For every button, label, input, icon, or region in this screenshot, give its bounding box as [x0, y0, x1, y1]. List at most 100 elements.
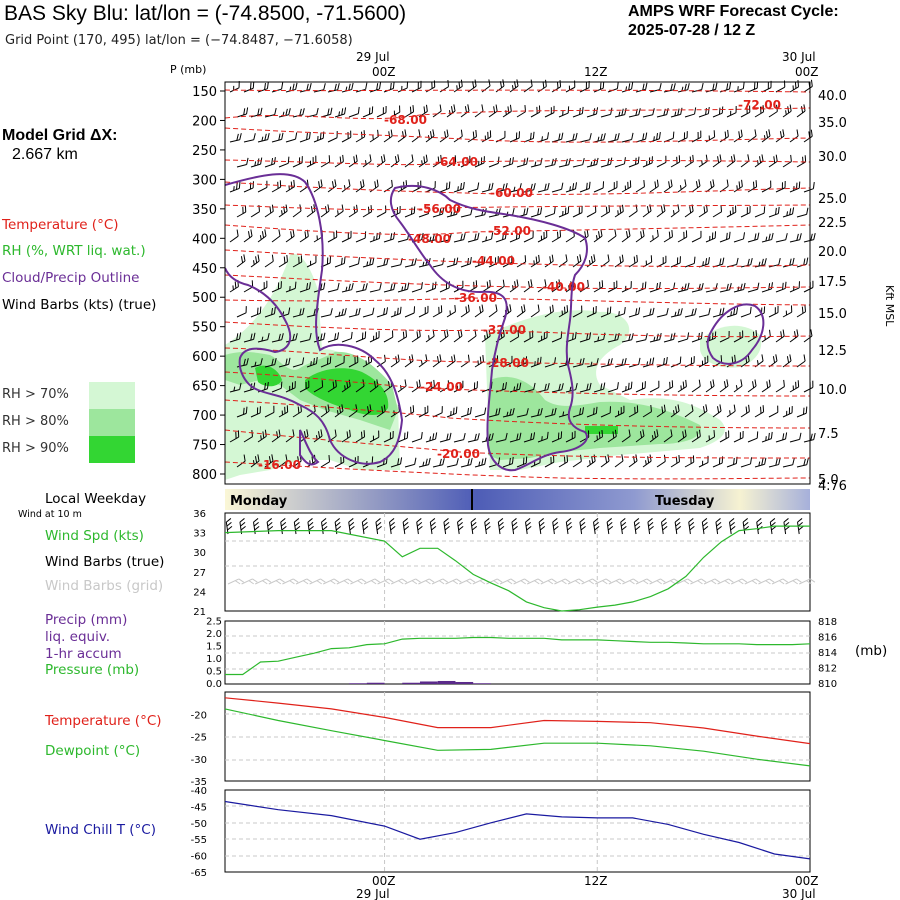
cloud-outline: [389, 184, 588, 472]
wind-barb: [334, 204, 344, 218]
wind-barb: [306, 356, 318, 368]
wind-barb: [691, 429, 701, 443]
legend-rh90-swatch: [89, 436, 135, 463]
wind-barb: [488, 304, 498, 318]
wind-barb: [229, 382, 242, 393]
wind-barb: [544, 206, 556, 218]
wind-barb: [334, 256, 346, 268]
wind-barb: [789, 432, 802, 443]
wind-barb: [712, 205, 723, 218]
wind-barb: [474, 407, 487, 418]
wind-barb: [250, 454, 260, 468]
axis-tick-label: -45: [191, 802, 207, 813]
wind-barb: [425, 432, 438, 443]
wind-barb: [418, 457, 431, 468]
wind-barb: [768, 354, 778, 368]
wind-barb: [705, 283, 718, 293]
wind-barb: [285, 333, 298, 343]
wind-barb: [530, 408, 543, 418]
wind-barb-10m: [769, 518, 777, 535]
wind-barb-10m: [429, 518, 437, 535]
wind-barb: [418, 305, 429, 318]
wind-barb: [572, 305, 583, 318]
wind-barb-grid: [594, 578, 612, 585]
wind-barb: [446, 458, 459, 468]
wind-barb: [495, 279, 505, 293]
temp-contour-line: [225, 224, 810, 235]
wind-barb-grid: [377, 578, 394, 585]
wind-barb: [229, 332, 242, 343]
wind-barb: [502, 255, 513, 268]
wind-barb: [663, 380, 674, 393]
wind-barb: [271, 132, 284, 143]
wind-barb: [558, 305, 569, 318]
wind-barb-grid: [350, 578, 367, 585]
wind-barb-grid: [635, 578, 652, 585]
pressure-tick: 700: [192, 409, 217, 424]
wind-barb-grid: [581, 578, 598, 585]
wind-barb: [362, 257, 375, 268]
wind-barb-grid: [322, 578, 340, 585]
wind-barb: [404, 405, 415, 418]
wind-barb: [586, 157, 599, 168]
wind-barb: [411, 329, 421, 343]
wind-barb: [271, 381, 283, 393]
wind-barb: [376, 105, 387, 118]
wind-barb: [628, 254, 638, 268]
wind-barb: [397, 129, 407, 143]
lower-panels: [224, 512, 811, 873]
wind-barb: [229, 133, 242, 143]
wind-barb: [782, 154, 792, 168]
temp-label: -72.00: [738, 98, 781, 112]
wind-barb: [789, 281, 800, 293]
wind-barb: [495, 432, 508, 443]
wind-barb: [789, 80, 800, 93]
wind-barb: [320, 356, 332, 368]
wind-barb-10m: [497, 518, 505, 535]
wind-barb-grid: [717, 578, 734, 585]
wind-barb: [768, 154, 778, 168]
wind-barb: [670, 308, 683, 318]
wind-barb: [754, 405, 765, 418]
wind-barb: [362, 205, 373, 218]
wind-barb: [635, 281, 647, 293]
wind-barb: [523, 279, 533, 293]
wind-barb: [789, 380, 800, 393]
wind-barb: [355, 331, 367, 343]
temp-label: -28.00: [486, 356, 529, 370]
wind-barb: [439, 329, 449, 343]
wind-barb: [733, 330, 744, 343]
wind-barb: [551, 132, 564, 143]
wind-barb: [236, 454, 246, 468]
wind-barb: [243, 229, 253, 243]
wind-barb: [733, 430, 744, 443]
wind-barb: [509, 330, 520, 343]
wind-barb: [257, 132, 270, 143]
wind-barb: [677, 282, 690, 293]
wind-barb: [579, 133, 592, 143]
kft-tick: 20.0: [818, 245, 847, 260]
wind-barb: [523, 79, 533, 93]
wind-barb: [656, 255, 667, 268]
wind-barb: [726, 404, 736, 418]
wind-barb-10m: [443, 518, 450, 535]
temperature-contours: [225, 89, 810, 480]
wind-barb: [754, 206, 766, 218]
wind-barb: [614, 454, 624, 468]
wind-barb-grid: [445, 578, 462, 585]
wind-barb: [264, 357, 277, 368]
wind-barb: [250, 358, 263, 368]
wind-barb: [320, 308, 333, 318]
wind-barb: [362, 307, 375, 318]
wind-barb: [523, 183, 536, 193]
wind-barb: [740, 457, 753, 468]
wind-barb: [404, 154, 414, 168]
wind-barb: [628, 108, 641, 118]
wind-barb: [684, 204, 694, 218]
wind-barb: [600, 306, 612, 318]
wind-barb: [523, 131, 535, 143]
temperature-label: Temperature (°C): [45, 713, 162, 729]
wind-barb: [355, 231, 367, 243]
wind-barb: [481, 232, 494, 243]
wind-barb: [383, 129, 393, 143]
